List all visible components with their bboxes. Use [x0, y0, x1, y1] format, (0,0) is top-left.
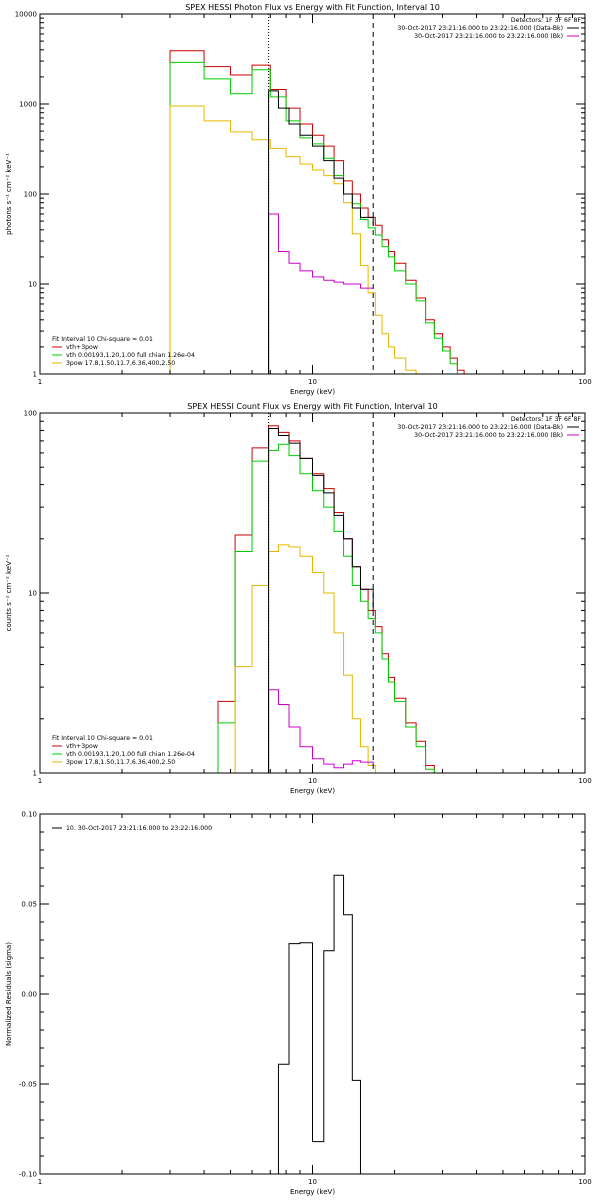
series-1-line — [268, 874, 374, 1175]
y-tick-label: 1 — [33, 770, 37, 778]
y-axis-label: counts s⁻¹ cm⁻² keV⁻¹ — [5, 554, 13, 631]
header-line-2: 30-Oct-2017 23:21:16.000 to 23:22:16.000… — [397, 424, 563, 431]
chart-panel-1: SPEX HESSI Photon Flux vs Energy with Fi… — [5, 3, 592, 396]
header-line-3: 30-Oct-2017 23:21:16.000 to 23:22:16.000… — [414, 33, 563, 40]
x-axis-label: Energy (keV) — [290, 1188, 335, 1196]
x-tick-label: 100 — [578, 378, 591, 386]
series-2-line — [169, 61, 465, 375]
y-tick-label: 0.00 — [21, 991, 37, 999]
y-axis-label: photons s⁻¹ cm⁻² keV⁻¹ — [5, 153, 13, 235]
legend-line-1: Fit Interval 10 Chi-square = 0.01 — [52, 735, 153, 742]
header-line-2: 30-Oct-2017 23:21:16.000 to 23:22:16.000… — [397, 25, 563, 32]
y-tick-label: 1 — [33, 371, 37, 379]
x-tick-label: 1 — [38, 378, 42, 386]
chart-panel-3: 1 10 100 -0.10 -0.05 0.00 0.05 0.10 Energy (keV)… — [5, 811, 592, 1197]
legend-line-4: 3pow 17.8,1.50,11.7,6.36,400,2.50 — [66, 759, 175, 766]
y-tick-label: 0.05 — [21, 901, 37, 909]
legend-line-4: 3pow 17.8,1.50,11.7,6.36,400,2.50 — [66, 360, 175, 367]
x-tick-label: 10 — [308, 378, 317, 386]
x-tick-label: 100 — [578, 777, 591, 785]
legend-line-1: Fit Interval 10 Chi-square = 0.01 — [52, 336, 153, 343]
y-tick-label: 1000 — [19, 101, 37, 109]
header-line-1: Detectors: 1F 3F 6F 8F — [511, 416, 582, 423]
series-2-line — [217, 443, 435, 773]
x-tick-label: 10 — [308, 777, 317, 785]
x-tick-label: 1 — [38, 1178, 42, 1186]
legend-line-1: 10. 30-Oct-2017 23:21:16.000 to 23:22:16… — [66, 825, 212, 832]
legend-line-2: vth+3pow — [66, 743, 98, 750]
legend-line-2: vth+3pow — [66, 344, 98, 351]
x-axis-label: Energy (keV) — [290, 388, 335, 396]
y-tick-label: -0.05 — [19, 1081, 37, 1089]
chart-panel-2: SPEX HESSI Count Flux vs Energy with Fit… — [5, 402, 592, 795]
y-tick-label: 100 — [24, 191, 37, 199]
series-5-line — [268, 90, 374, 374]
series-4-line — [268, 213, 374, 374]
series-5-line — [268, 428, 374, 773]
chart-title: SPEX HESSI Count Flux vs Energy with Fit… — [187, 402, 438, 411]
header-line-3: 30-Oct-2017 23:21:16.000 to 23:22:16.000… — [414, 432, 563, 439]
y-tick-label: 10 — [28, 590, 37, 598]
legend-line-3: vth 0.00193,1.20,1.00 full chian 1.26e-0… — [66, 751, 195, 758]
header-line-1: Detectors: 1F 3F 6F 8F — [511, 17, 582, 24]
y-axis-label: Normalized Residuals (sigma) — [5, 942, 13, 1046]
x-tick-label: 100 — [578, 1178, 591, 1186]
chart-title: SPEX HESSI Photon Flux vs Energy with Fi… — [185, 3, 440, 12]
y-tick-label: 10000 — [15, 11, 37, 19]
series-4-line — [268, 689, 374, 773]
y-tick-label: 10 — [28, 281, 37, 289]
y-tick-label: -0.10 — [19, 1171, 37, 1179]
x-tick-label: 10 — [308, 1178, 317, 1186]
legend-line-3: vth 0.00193,1.20,1.00 full chian 1.26e-0… — [66, 352, 195, 359]
x-tick-label: 1 — [38, 777, 42, 785]
x-axis-label: Energy (keV) — [290, 787, 335, 795]
y-tick-label: 100 — [24, 410, 37, 418]
series-3-line — [218, 544, 383, 774]
y-tick-label: 0.10 — [21, 811, 37, 819]
